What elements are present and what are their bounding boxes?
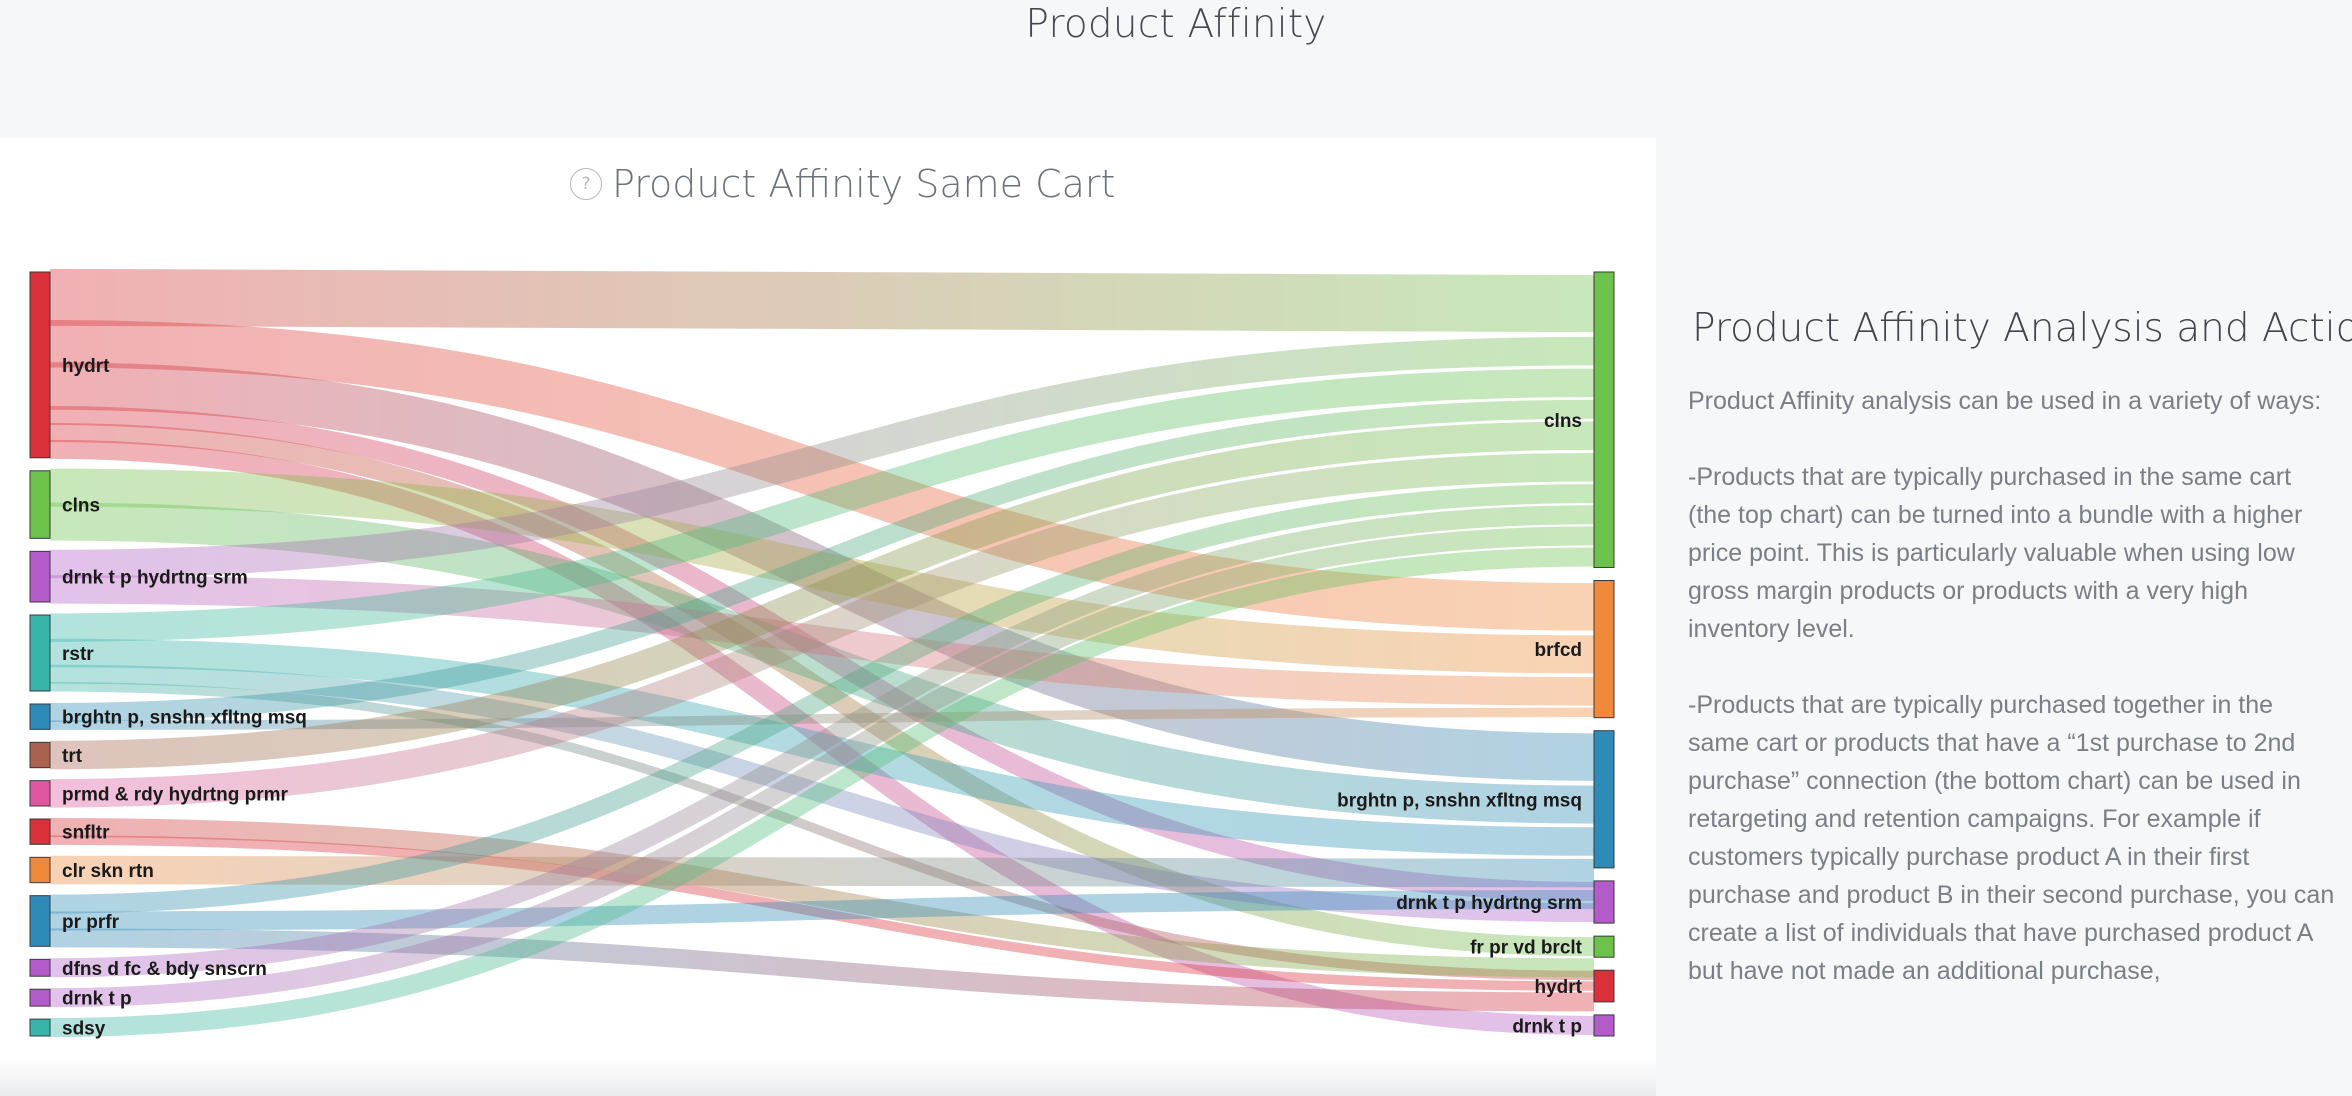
source-node-prmd-rdy-hydrtng-prmr[interactable] (29, 780, 51, 807)
link-dfns-d-fc-bdy-snscrn-to-clns[interactable] (49, 505, 1595, 978)
source-label-sdsy: sdsy (62, 1019, 106, 1040)
page-title: Product Affinity (1025, 2, 1327, 47)
side-paragraph: Product Affinity analysis can be used in… (1688, 387, 2322, 415)
source-label-pr-prfr: pr prfr (62, 912, 120, 933)
source-node-dfns-d-fc-bdy-snscrn[interactable] (29, 958, 51, 977)
source-label-rstr: rstr (62, 644, 94, 665)
link-layer (49, 268, 1595, 1038)
link-drnk-t-p-to-clns[interactable] (49, 526, 1595, 1008)
link-brghtn-p-snshn-xfltng-msq-to-clns[interactable] (49, 399, 1595, 722)
target-node-brfcd[interactable] (1593, 580, 1615, 719)
source-node-clns[interactable] (29, 470, 51, 539)
target-label-fr-pr-vd-brclt: fr pr vd brclt (1470, 938, 1583, 959)
side-panel: Product Affinity Analysis and Actions Pr… (1656, 138, 2352, 1096)
help-icon[interactable]: ? (570, 168, 602, 200)
target-label-hydrt: hydrt (1535, 977, 1583, 998)
sankey-chart: hydrt clns drnk t p hydrtng srm rstr brghtn … (29, 268, 1615, 1040)
source-label-drnk-t-p-hydrtng-srm: drnk t p hydrtng srm (62, 568, 248, 589)
link-pr-prfr-to-brghtn-p-snshn-xfltng-msq[interactable] (49, 890, 1595, 931)
source-label-clns: clns (62, 496, 100, 517)
source-label-hydrt: hydrt (62, 356, 110, 377)
link-snfltr-to-fr-pr-vd-brclt[interactable] (49, 817, 1595, 978)
target-node-drnk-t-p[interactable] (1593, 1014, 1615, 1037)
chart-header: ? Product Affinity Same Cart (570, 158, 1115, 210)
link-sdsy-to-clns[interactable] (49, 547, 1595, 1038)
link-drnk-t-p-hydrtng-srm-to-clns[interactable] (49, 336, 1595, 579)
source-node-sdsy[interactable] (29, 1018, 51, 1037)
target-label-drnk-t-p: drnk t p (1512, 1016, 1582, 1037)
source-label-trt: trt (62, 746, 83, 767)
source-node-rstr[interactable] (29, 614, 51, 692)
target-node-clns[interactable] (1593, 271, 1615, 569)
side-panel-title: Product Affinity Analysis and Actions (1692, 306, 2352, 351)
link-clr-skn-rtn-to-brghtn-p-snshn-xfltng-msq[interactable] (49, 855, 1595, 888)
link-hydrt-to-clns[interactable] (49, 268, 1595, 333)
target-label-brfcd: brfcd (1535, 640, 1583, 661)
target-node-fr-pr-vd-brclt[interactable] (1593, 935, 1615, 958)
link-pr-prfr-to-clns[interactable] (49, 484, 1595, 914)
side-paragraph: -Products that are typically purchased t… (1688, 691, 2335, 985)
target-node-drnk-t-p-hydrtng-srm[interactable] (1593, 880, 1615, 924)
chart-title: Product Affinity Same Cart (612, 162, 1116, 206)
target-node-hydrt[interactable] (1593, 969, 1615, 1003)
side-panel-body: Product Affinity analysis can be used in… (1688, 382, 2338, 1028)
target-label-brghtn-p-snshn-xfltng-msq: brghtn p, snshn xfltng msq (1337, 790, 1582, 811)
link-trt-to-clns[interactable] (49, 421, 1595, 770)
link-prmd-rdy-hydrtng-prmr-to-clns[interactable] (49, 452, 1595, 808)
source-node-hydrt[interactable] (29, 271, 51, 459)
source-node-trt[interactable] (29, 741, 51, 769)
source-node-pr-prfr[interactable] (29, 895, 51, 947)
source-node-brghtn-p-snshn-xfltng-msq[interactable] (29, 703, 51, 730)
source-label-prmd-rdy-hydrtng-prmr: prmd & rdy hydrtng prmr (62, 784, 289, 805)
source-node-drnk-t-p[interactable] (29, 988, 51, 1007)
target-label-clns: clns (1544, 411, 1582, 432)
target-label-drnk-t-p-hydrtng-srm: drnk t p hydrtng srm (1396, 893, 1582, 914)
link-rstr-to-clns[interactable] (49, 368, 1595, 642)
source-label-clr-skn-rtn: clr skn rtn (62, 861, 154, 882)
source-label-drnk-t-p: drnk t p (62, 989, 132, 1010)
source-node-snfltr[interactable] (29, 818, 51, 845)
source-node-drnk-t-p-hydrtng-srm[interactable] (29, 550, 51, 603)
source-label-snfltr: snfltr (62, 823, 110, 844)
source-node-clr-skn-rtn[interactable] (29, 856, 51, 884)
source-label-brghtn-p-snshn-xfltng-msq: brghtn p, snshn xfltng msq (62, 708, 307, 729)
target-node-brghtn-p-snshn-xfltng-msq[interactable] (1593, 730, 1615, 869)
source-label-dfns-d-fc-bdy-snscrn: dfns d fc & bdy snscrn (62, 959, 267, 980)
side-paragraph: -Products that are typically purchased i… (1688, 463, 2303, 643)
